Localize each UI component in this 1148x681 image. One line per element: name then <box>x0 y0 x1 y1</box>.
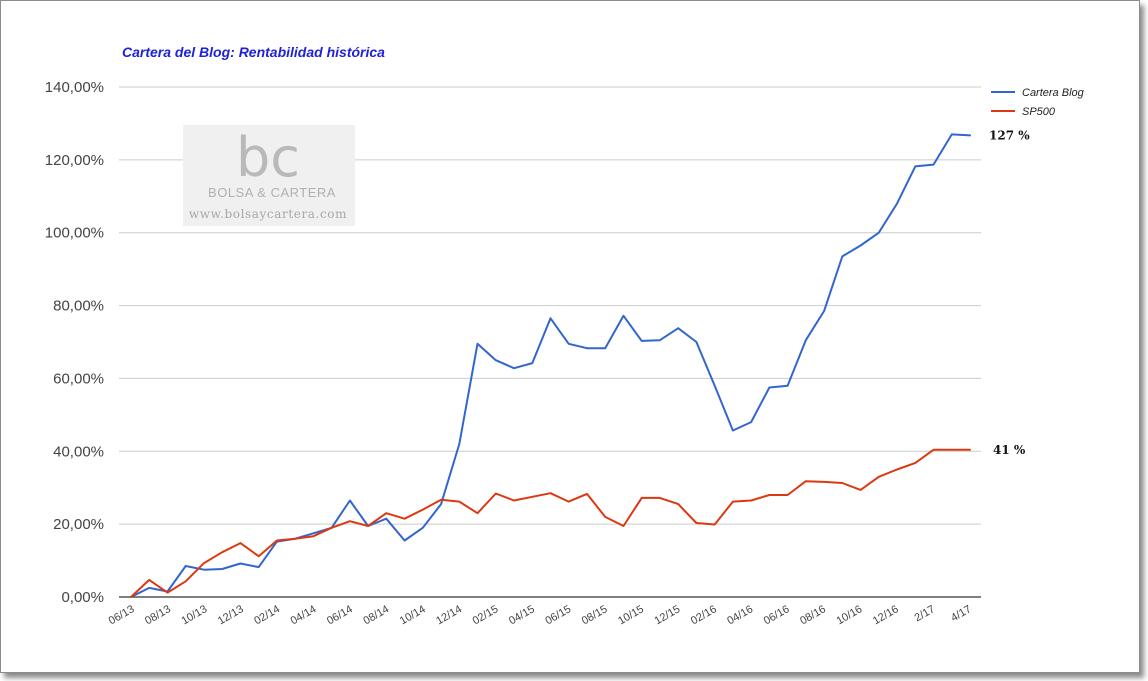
x-tick-label: 10/16 <box>834 603 864 627</box>
x-tick-label: 04/15 <box>507 603 537 627</box>
x-tick-label: 02/16 <box>689 603 719 627</box>
watermark-background <box>183 125 355 226</box>
y-tick-label: 120,00% <box>45 152 104 169</box>
x-tick-label: 06/15 <box>543 603 573 627</box>
end-label-2: 41 % <box>993 443 1026 457</box>
x-tick-label: 12/14 <box>434 603 464 627</box>
x-tick-label: 06/16 <box>762 603 792 627</box>
legend-label-1: Cartera Blog <box>1022 87 1085 99</box>
x-tick-label: 10/14 <box>398 603 428 627</box>
series-line-2 <box>130 448 971 598</box>
legend-label-2: SP500 <box>1022 106 1056 118</box>
x-tick-label: 08/14 <box>361 603 391 627</box>
x-tick-label: 04/14 <box>289 603 319 627</box>
y-tick-label: 60,00% <box>53 370 104 387</box>
x-tick-label: 04/16 <box>725 603 755 627</box>
y-tick-label: 40,00% <box>53 443 104 460</box>
watermark-url: www.bolsaycartera.com <box>189 207 347 221</box>
gridlines <box>119 86 981 598</box>
y-tick-label: 100,00% <box>45 225 104 242</box>
x-tick-label: 4/17 <box>949 603 974 624</box>
x-tick-label: 2/17 <box>913 603 938 624</box>
y-tick-label: 80,00% <box>53 298 104 315</box>
x-tick-label: 08/16 <box>798 603 828 627</box>
series-lines <box>130 133 971 598</box>
x-tick-label: 12/15 <box>653 603 683 627</box>
x-tick-label: 12/13 <box>216 603 246 627</box>
y-tick-label: 0,00% <box>61 589 104 606</box>
x-tick-label: 10/15 <box>616 603 646 627</box>
y-tick-label: 20,00% <box>53 516 104 533</box>
x-tick-label: 02/14 <box>252 603 282 627</box>
y-tick-label: 140,00% <box>45 79 104 96</box>
x-tick-label: 10/13 <box>179 603 209 627</box>
watermark: bc BOLSA & CARTERA www.bolsaycartera.com <box>183 125 355 226</box>
legend: Cartera Blog SP500 <box>991 87 1085 118</box>
x-tick-label: 08/15 <box>580 603 610 627</box>
end-label-1: 127 % <box>989 128 1030 142</box>
x-tick-label: 12/16 <box>871 603 901 627</box>
x-tick-label: 08/13 <box>143 603 173 627</box>
watermark-name: BOLSA & CARTERA <box>208 185 336 200</box>
x-tick-label: 06/13 <box>107 603 137 627</box>
x-tick-label: 06/14 <box>325 603 355 627</box>
y-axis-tick-labels: 0,00% 20,00% 40,00% 60,00% 80,00% 100,00% 120,… <box>45 79 104 606</box>
x-axis-tick-labels: 06/13 08/13 10/13 12/13 02/14 04/14 06/14 08/14… <box>107 603 974 627</box>
end-labels: 127 % 41 % <box>989 128 1030 456</box>
series-line-1 <box>130 133 971 598</box>
x-tick-label: 02/15 <box>471 603 501 627</box>
watermark-logo: bc <box>236 126 300 189</box>
chart-title: Cartera del Blog: Rentabilidad histórica <box>122 44 385 60</box>
